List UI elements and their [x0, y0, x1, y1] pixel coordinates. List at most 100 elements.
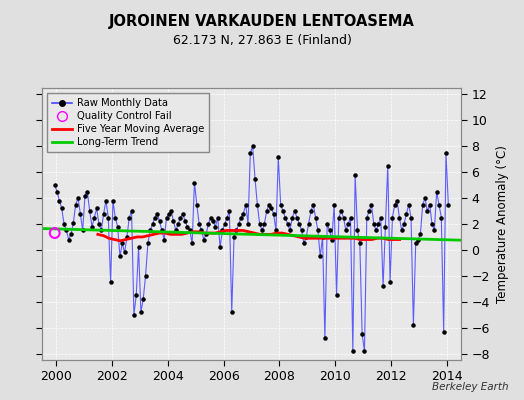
- Point: [416, 231, 424, 238]
- Point: [256, 221, 264, 227]
- Point: [172, 227, 180, 234]
- Y-axis label: Temperature Anomaly (°C): Temperature Anomaly (°C): [496, 145, 509, 303]
- Point: [165, 210, 173, 217]
- Point: [295, 221, 303, 227]
- Point: [121, 249, 129, 256]
- Point: [239, 210, 247, 217]
- Point: [95, 221, 103, 227]
- Point: [425, 201, 434, 208]
- Point: [379, 283, 387, 289]
- Point: [62, 227, 71, 234]
- Point: [214, 214, 222, 221]
- Point: [167, 208, 176, 214]
- Point: [144, 240, 152, 247]
- Point: [263, 208, 271, 214]
- Point: [193, 201, 201, 208]
- Point: [388, 214, 397, 221]
- Point: [130, 312, 138, 318]
- Point: [440, 328, 448, 335]
- Point: [302, 234, 310, 240]
- Point: [265, 201, 273, 208]
- Point: [319, 234, 327, 240]
- Point: [232, 227, 241, 234]
- Point: [442, 150, 450, 156]
- Point: [260, 221, 268, 227]
- Point: [428, 221, 436, 227]
- Point: [169, 218, 178, 225]
- Point: [162, 214, 171, 221]
- Point: [325, 227, 334, 234]
- Point: [237, 214, 245, 221]
- Point: [204, 221, 213, 227]
- Text: JOROINEN VARKAUDEN LENTOASEMA: JOROINEN VARKAUDEN LENTOASEMA: [109, 14, 415, 29]
- Point: [97, 227, 105, 234]
- Point: [377, 214, 385, 221]
- Point: [190, 179, 199, 186]
- Point: [269, 210, 278, 217]
- Point: [202, 231, 210, 238]
- Point: [248, 143, 257, 150]
- Point: [218, 227, 226, 234]
- Point: [311, 214, 320, 221]
- Point: [90, 214, 99, 221]
- Point: [253, 201, 261, 208]
- Point: [242, 201, 250, 208]
- Point: [432, 188, 441, 195]
- Point: [141, 273, 150, 279]
- Point: [367, 201, 376, 208]
- Point: [332, 292, 341, 298]
- Point: [67, 231, 75, 238]
- Point: [353, 227, 362, 234]
- Point: [244, 221, 252, 227]
- Point: [230, 234, 238, 240]
- Point: [137, 309, 145, 315]
- Point: [221, 221, 229, 227]
- Point: [358, 331, 366, 337]
- Point: [251, 176, 259, 182]
- Point: [102, 198, 110, 204]
- Point: [188, 240, 196, 247]
- Point: [372, 227, 380, 234]
- Legend: Raw Monthly Data, Quality Control Fail, Five Year Moving Average, Long-Term Tren: Raw Monthly Data, Quality Control Fail, …: [47, 93, 209, 152]
- Point: [206, 214, 215, 221]
- Point: [423, 208, 432, 214]
- Point: [286, 227, 294, 234]
- Text: Berkeley Earth: Berkeley Earth: [432, 382, 508, 392]
- Point: [50, 230, 59, 236]
- Point: [225, 208, 234, 214]
- Point: [104, 214, 113, 221]
- Point: [309, 201, 318, 208]
- Point: [246, 150, 255, 156]
- Point: [288, 214, 297, 221]
- Point: [195, 221, 203, 227]
- Point: [223, 214, 231, 221]
- Point: [76, 210, 84, 217]
- Point: [50, 182, 59, 188]
- Point: [179, 210, 187, 217]
- Point: [340, 214, 348, 221]
- Point: [283, 221, 292, 227]
- Point: [300, 240, 308, 247]
- Point: [346, 214, 355, 221]
- Point: [274, 154, 282, 160]
- Point: [132, 292, 140, 298]
- Point: [400, 221, 408, 227]
- Point: [211, 223, 220, 230]
- Point: [58, 205, 66, 212]
- Point: [393, 198, 401, 204]
- Point: [348, 348, 357, 354]
- Point: [181, 218, 189, 225]
- Point: [176, 214, 184, 221]
- Point: [123, 234, 131, 240]
- Point: [356, 240, 364, 247]
- Point: [185, 227, 194, 234]
- Point: [405, 201, 413, 208]
- Point: [69, 220, 78, 226]
- Point: [134, 244, 143, 250]
- Point: [74, 195, 82, 201]
- Point: [395, 214, 403, 221]
- Point: [116, 253, 124, 260]
- Point: [411, 240, 420, 247]
- Point: [369, 221, 378, 227]
- Point: [390, 201, 399, 208]
